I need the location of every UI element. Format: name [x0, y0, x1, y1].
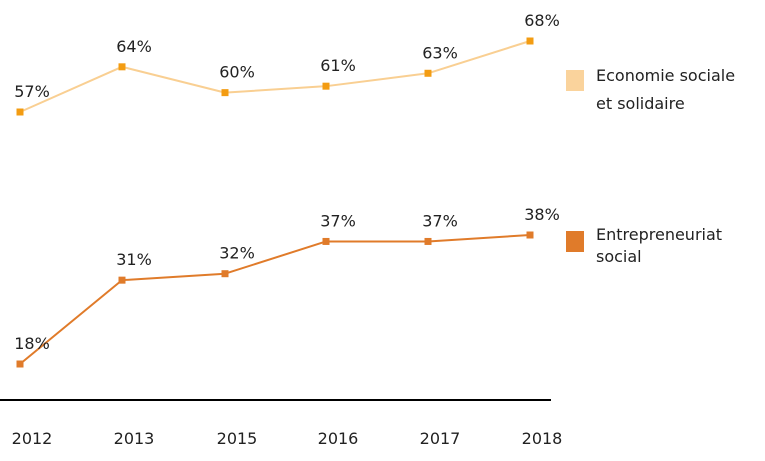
legend-label: et solidaire [596, 94, 685, 113]
legend-swatch [566, 231, 584, 252]
x-tick-label: 2016 [318, 429, 359, 448]
legend-label: Entrepreneuriat [596, 225, 722, 244]
data-point [322, 82, 330, 90]
legend: Economie sociale et solidaire Entrepreneur… [566, 66, 735, 266]
series-layer: 57% 64% 60% 61% 63% 68% 18% 31% 32% 37% 37% 38% [14, 11, 560, 368]
data-label: 18% [14, 334, 50, 353]
x-tick-label: 2018 [522, 429, 563, 448]
data-label: 31% [116, 250, 152, 269]
legend-label: social [596, 247, 642, 266]
data-label: 60% [219, 63, 255, 82]
data-label: 32% [219, 244, 255, 263]
series-2: 18% 31% 32% 37% 37% 38% [14, 205, 560, 368]
series-1: 57% 64% 60% 61% 63% 68% [14, 11, 560, 116]
data-point [526, 37, 534, 45]
data-label: 64% [116, 37, 152, 56]
data-point [118, 63, 126, 71]
data-label: 37% [422, 211, 458, 230]
series-line [19, 40, 531, 113]
data-point [322, 237, 330, 245]
series-line [19, 234, 531, 365]
x-axis: 2012 2013 2015 2016 2017 2018 [0, 399, 563, 448]
data-label: 68% [524, 11, 560, 30]
legend-item-1: Economie sociale et solidaire [566, 66, 735, 113]
data-point [118, 276, 126, 284]
x-tick-label: 2012 [12, 429, 53, 448]
data-label: 38% [524, 205, 560, 224]
data-label: 57% [14, 82, 50, 101]
data-point [16, 108, 24, 116]
data-point [221, 270, 229, 278]
data-point [221, 89, 229, 97]
data-label: 61% [320, 56, 356, 75]
data-point [424, 237, 432, 245]
data-point [16, 360, 24, 368]
data-label: 37% [320, 211, 356, 230]
x-tick-label: 2017 [420, 429, 461, 448]
legend-item-2: Entrepreneuriat social [566, 225, 722, 266]
data-label: 63% [422, 43, 458, 62]
legend-label: Economie sociale [596, 66, 735, 85]
x-tick-label: 2015 [217, 429, 258, 448]
x-tick-label: 2013 [114, 429, 155, 448]
data-point [526, 231, 534, 239]
data-point [424, 69, 432, 77]
legend-swatch [566, 70, 584, 91]
